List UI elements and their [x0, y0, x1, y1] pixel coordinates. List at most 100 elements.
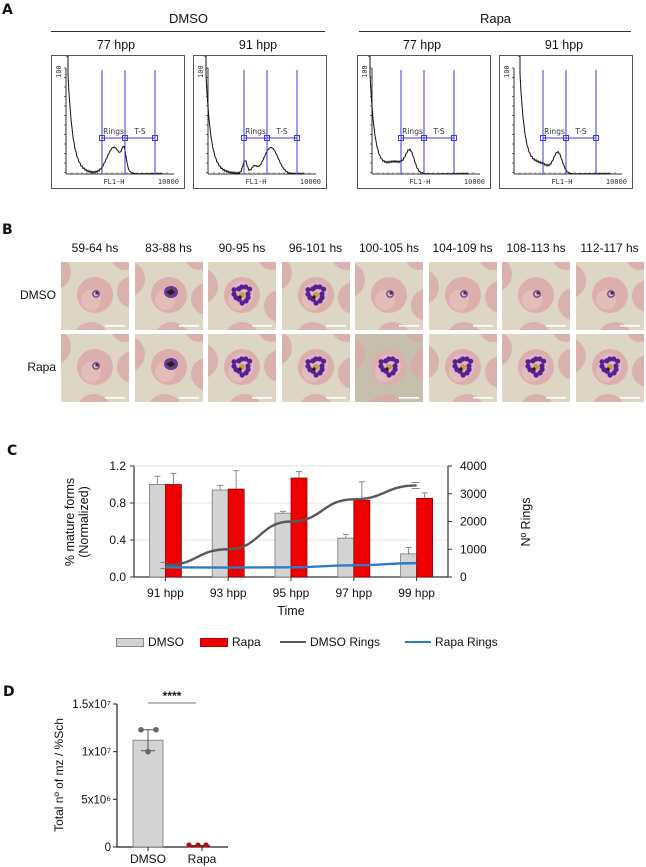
svg-text:0.8: 0.8	[109, 496, 126, 510]
svg-text:10000: 10000	[300, 178, 321, 186]
svg-text:91 hpp: 91 hpp	[147, 586, 184, 600]
svg-text:Rapa: Rapa	[188, 852, 217, 866]
panel-c-letter: C	[7, 443, 18, 459]
svg-text:97 hpp: 97 hpp	[335, 586, 372, 600]
micrograph-dmso-schizont	[281, 262, 350, 330]
legend-label: DMSO	[148, 635, 184, 649]
svg-text:0.0: 0.0	[109, 570, 126, 584]
svg-text:T-S: T-S	[133, 127, 146, 136]
legend-label: Rapa Rings	[435, 635, 498, 649]
svg-text:Nº Rings: Nº Rings	[519, 497, 533, 546]
facs-plot-dmso-77: 100 FL1-H 10000 Rings T-S	[51, 55, 185, 189]
micrograph-rapa-schizont	[281, 334, 350, 402]
svg-text:T-S: T-S	[275, 127, 288, 136]
svg-text:95 hpp: 95 hpp	[273, 586, 310, 600]
svg-text:Rings: Rings	[544, 127, 565, 136]
panel-a-letter: A	[2, 2, 13, 18]
svg-text:0.4: 0.4	[109, 533, 126, 547]
micrograph-dmso-ring	[61, 262, 129, 330]
svg-text:10000: 10000	[158, 178, 179, 186]
svg-text:3000: 3000	[460, 487, 487, 501]
svg-text:Time: Time	[277, 604, 304, 618]
svg-text:Rings: Rings	[103, 127, 124, 136]
facs-title-rapa-77: 77 hpp	[402, 38, 442, 52]
time-label: 59-64 hs	[71, 241, 119, 255]
svg-text:(Normalized): (Normalized)	[77, 486, 91, 558]
facs-plot-dmso-91: 100 FL1-H 10000 Rings T-S	[193, 55, 327, 189]
micrograph-dmso-ring	[502, 262, 570, 330]
time-label: 83-88 hs	[145, 241, 192, 255]
svg-text:DMSO: DMSO	[130, 852, 166, 866]
micrograph-rapa-trophozoite	[134, 334, 203, 402]
facs-title-dmso-77: 77 hpp	[96, 38, 136, 52]
svg-text:T-S: T-S	[574, 127, 587, 136]
facs-title-dmso-91: 91 hpp	[238, 38, 278, 52]
panel-d-chart: 0 5x10⁶ 1x10⁷ 1.5x10⁷ Total nº of mz / %Sch D…	[52, 689, 228, 866]
micrograph-dmso-schizont	[208, 262, 276, 330]
svg-text:0: 0	[105, 842, 111, 854]
row-label-rapa: Rapa	[27, 360, 56, 374]
svg-text:10000: 10000	[464, 178, 485, 186]
legend-swatch	[200, 637, 228, 647]
time-label: 112-117 hs	[580, 241, 639, 255]
svg-text:5x10⁶: 5x10⁶	[81, 794, 111, 806]
legend-swatch	[405, 641, 431, 643]
panel-c-chart: 0.0 0.4 0.8 1.2 0 1000 2000 3000 4000 % mature fo…	[63, 459, 533, 618]
svg-text:100: 100	[361, 65, 369, 78]
legend-label: DMSO Rings	[310, 635, 381, 649]
group-title-dmso: DMSO	[169, 11, 208, 26]
facs-plot-rapa-77: 100 FL1-H 10000 Rings T-S	[357, 55, 491, 189]
facs-title-rapa-91: 91 hpp	[544, 38, 584, 52]
svg-text:0: 0	[460, 570, 467, 584]
micrograph-rapa-schizont	[575, 334, 644, 402]
svg-text:1000: 1000	[460, 542, 487, 556]
micrograph-dmso-ring	[428, 262, 497, 330]
time-label: 90-95 hs	[218, 241, 266, 255]
svg-text:Total nº of mz / %Sch: Total nº of mz / %Sch	[52, 718, 66, 832]
svg-text:Rings: Rings	[402, 127, 423, 136]
time-label: 100-105 hs	[358, 241, 420, 255]
group-rule-rapa	[359, 31, 631, 32]
time-label: 108-113 hs	[506, 241, 566, 255]
svg-text:% mature forms: % mature forms	[63, 478, 77, 566]
svg-text:2000: 2000	[460, 515, 487, 529]
micrograph-dmso-ring	[355, 262, 423, 330]
legend-item-rapa-rings: Rapa Rings	[405, 635, 498, 649]
svg-text:Rings: Rings	[245, 127, 266, 136]
svg-text:1.2: 1.2	[109, 459, 126, 473]
legend-item-rapa: Rapa	[200, 635, 261, 649]
micrograph-rapa-schizont	[355, 334, 423, 402]
micrograph-dmso-ring	[575, 262, 644, 330]
svg-text:FL1-H: FL1-H	[409, 178, 430, 186]
micrograph-rapa-ring	[61, 334, 129, 402]
micrograph-rapa-schizont	[428, 334, 497, 402]
time-label: 96-101 hs	[288, 241, 343, 255]
svg-text:99 hpp: 99 hpp	[398, 586, 435, 600]
svg-text:FL1-H: FL1-H	[245, 178, 266, 186]
svg-text:93 hpp: 93 hpp	[210, 586, 247, 600]
legend-item-dmso-rings: DMSO Rings	[280, 635, 380, 649]
legend-item-dmso: DMSO	[116, 635, 184, 649]
svg-text:FL1-H: FL1-H	[103, 178, 124, 186]
svg-text:100: 100	[503, 65, 511, 78]
svg-text:FL1-H: FL1-H	[551, 178, 572, 186]
svg-text:****: ****	[163, 689, 182, 703]
svg-text:T-S: T-S	[432, 127, 445, 136]
panel-b-letter: B	[2, 222, 13, 238]
time-label: 104-109 hs	[432, 241, 493, 255]
svg-text:4000: 4000	[460, 459, 487, 473]
panel-d-letter: D	[3, 684, 15, 700]
micrograph-dmso-trophozoite	[134, 262, 203, 330]
legend-swatch	[280, 641, 306, 643]
facs-plot-rapa-91: 100 FL1-H 10000 Rings T-S	[499, 55, 633, 189]
row-label-dmso: DMSO	[20, 288, 56, 302]
svg-text:10000: 10000	[606, 178, 627, 186]
svg-text:100: 100	[55, 65, 63, 78]
svg-text:100: 100	[197, 65, 205, 78]
svg-text:1x10⁷: 1x10⁷	[82, 747, 111, 759]
group-title-rapa: Rapa	[479, 11, 512, 26]
legend-swatch	[116, 637, 144, 647]
group-rule-dmso	[51, 31, 325, 32]
micrograph-rapa-schizont	[208, 334, 276, 402]
legend-label: Rapa	[232, 635, 261, 649]
